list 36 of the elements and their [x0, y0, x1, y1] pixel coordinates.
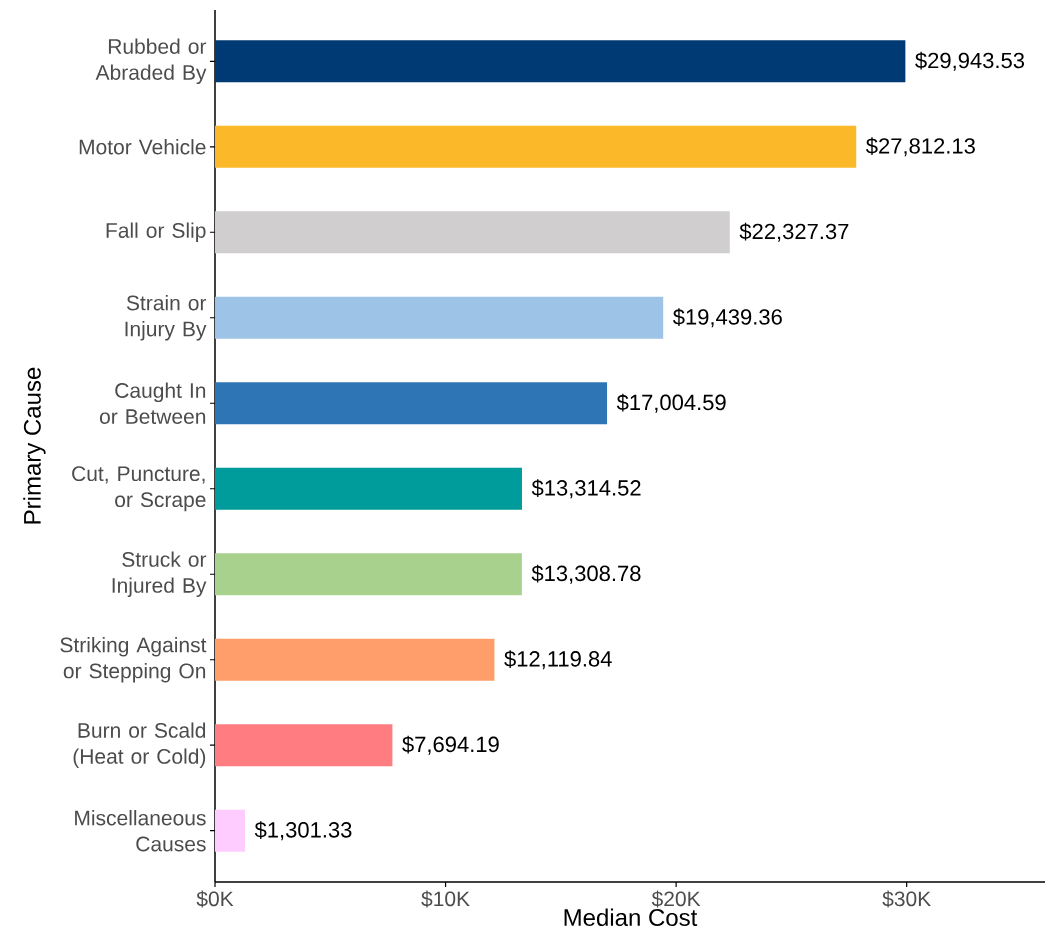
x-tick-label: $10K: [421, 890, 470, 908]
x-tick-label: $30K: [882, 890, 931, 908]
y-tick-label: Struck or Injured By: [112, 551, 207, 598]
data-label: $29,943.53: [915, 51, 1025, 71]
data-label: $13,314.52: [531, 479, 641, 499]
data-label: $22,327.37: [739, 222, 849, 242]
y-axis-title: Primary Cause: [23, 367, 46, 524]
bar: [215, 125, 857, 168]
x-axis-title: Median Cost: [564, 908, 698, 927]
y-tick-label: Motor Vehicle: [79, 139, 206, 155]
bar: [215, 382, 608, 425]
y-tick-label: Caught In or Between: [99, 382, 206, 424]
bar: [215, 809, 246, 852]
y-tick-label: Strain or Injury By: [125, 294, 207, 341]
bar: [215, 638, 495, 681]
y-tick-label: Rubbed or Abraded By: [95, 38, 207, 85]
y-tick-label: Burn or Scald (Heat or Cold): [73, 722, 206, 768]
x-tick-label: $20K: [651, 890, 701, 908]
y-tick-label: Cut, Puncture, or Scrape: [72, 466, 206, 512]
data-label: $7,694.19: [402, 735, 499, 755]
data-label: $1,301.33: [254, 821, 352, 841]
x-tick-label: $0K: [196, 890, 234, 908]
bar: [215, 553, 522, 596]
data-label: $12,119.84: [504, 650, 612, 670]
bar: [215, 467, 522, 510]
bar: [215, 211, 730, 254]
bar: [215, 40, 906, 83]
y-tick-label: Miscellaneous Causes: [75, 810, 206, 852]
data-label: $27,812.13: [866, 137, 975, 157]
y-tick-label: Fall or Slip: [106, 222, 206, 243]
y-tick-label: Striking Against or Stepping On: [60, 636, 207, 683]
bar: [215, 724, 393, 767]
data-label: $17,004.59: [616, 393, 726, 413]
data-label: $13,308.78: [531, 564, 641, 584]
bar: [215, 296, 664, 339]
data-label: $19,439.36: [672, 308, 782, 328]
